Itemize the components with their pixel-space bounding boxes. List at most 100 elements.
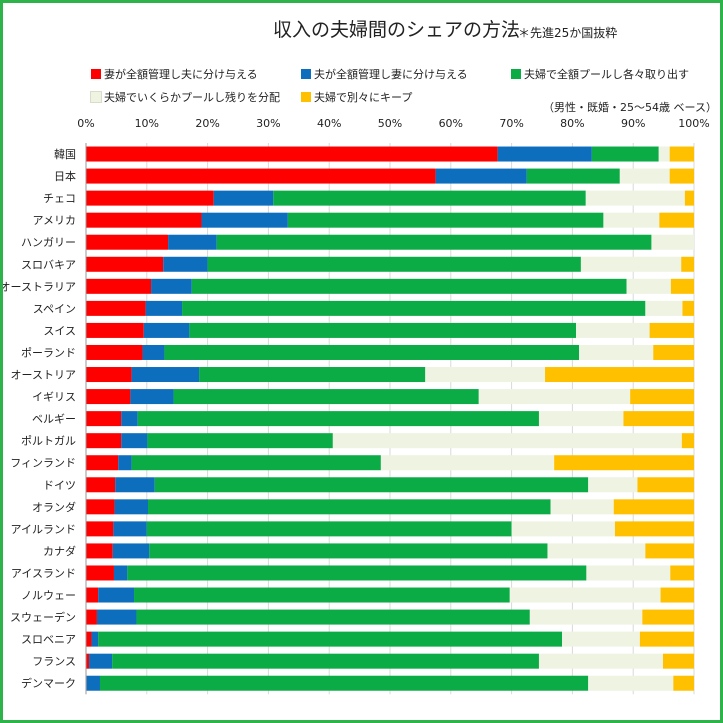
bar-segment — [658, 146, 670, 162]
category-label: ポルトガル — [21, 435, 76, 448]
bar-segment — [588, 477, 638, 493]
bar-segment — [86, 543, 113, 559]
bar-segment — [585, 190, 685, 206]
x-tick-label: 50% — [378, 117, 402, 130]
legend-label: 夫婦で別々にキープ — [314, 91, 413, 104]
bar-segment — [670, 278, 694, 294]
bar-segment — [201, 212, 288, 228]
bar-segment — [614, 521, 694, 537]
bar-segment — [86, 300, 146, 316]
bar-segment — [86, 168, 436, 184]
bar-segment — [112, 543, 150, 559]
bar-segment — [562, 631, 640, 647]
x-tick-label: 40% — [317, 117, 341, 130]
chart-note: （男性・既婚・25～54歳 ベース） — [543, 101, 717, 114]
bar-segment — [89, 653, 113, 669]
category-label: スロバキア — [21, 258, 76, 271]
bar-segment — [199, 367, 426, 383]
category-label: 韓国 — [54, 148, 76, 161]
bar-segment — [86, 411, 122, 427]
category-label: スロベニア — [21, 633, 76, 646]
category-label: スペイン — [33, 302, 76, 315]
category-label: ベルギー — [32, 413, 76, 426]
bar-segment — [191, 278, 627, 294]
bar-segment — [113, 565, 128, 581]
bar-segment — [86, 389, 131, 405]
bar-segment — [168, 234, 217, 250]
legend-item: 夫が全額管理し妻に分け与える — [301, 66, 468, 82]
bar-segment — [639, 631, 694, 647]
bar-segment — [115, 477, 155, 493]
bar-segment — [136, 609, 530, 625]
category-label: ドイツ — [43, 479, 76, 492]
category-label: アイスランド — [11, 567, 76, 580]
bar-segment — [137, 411, 539, 427]
legend-item: 夫婦でいくらかプールし残りを分配 — [90, 89, 280, 105]
bar-segment — [509, 587, 661, 603]
bar-segment — [619, 168, 670, 184]
bar-segment — [649, 322, 694, 338]
bar-segment — [86, 455, 119, 471]
bar-segment — [660, 587, 694, 603]
bar-segment — [86, 675, 100, 691]
bar-segment — [91, 631, 99, 647]
bar-segment — [642, 609, 694, 625]
bar-segment — [148, 499, 551, 515]
bar-segment — [143, 322, 190, 338]
category-label: オーストラリア — [3, 280, 76, 293]
x-tick-label: 10% — [135, 117, 159, 130]
bar-segment — [603, 212, 660, 228]
bar-segment — [86, 565, 114, 581]
bar-segment — [98, 631, 563, 647]
bar-segment — [86, 278, 152, 294]
bar-segment — [651, 234, 694, 250]
bar-segment — [669, 168, 694, 184]
bar-segment — [670, 565, 694, 581]
legend-label: 夫婦でいくらかプールし残りを分配 — [104, 91, 280, 104]
category-label: デンマーク — [21, 676, 76, 690]
bar-segment — [273, 190, 586, 206]
bar-segment — [478, 389, 631, 405]
bar-segment — [554, 455, 694, 471]
bar-segment — [613, 499, 694, 515]
x-tick-label: 60% — [439, 117, 463, 130]
bar-segment — [86, 344, 143, 360]
bar-segment — [99, 675, 589, 691]
bar-segment — [118, 455, 132, 471]
category-label: スウェーデン — [10, 610, 76, 624]
bar-segment — [86, 433, 122, 449]
bar-segment — [630, 389, 694, 405]
bar-segment — [86, 521, 114, 537]
bar-segment — [86, 587, 99, 603]
category-label: オーストリア — [11, 369, 76, 382]
bar-segment — [207, 256, 581, 272]
bar-segment — [142, 344, 165, 360]
x-tick-label: 100% — [678, 117, 709, 130]
legend-item: 夫婦で別々にキープ — [301, 89, 412, 105]
bar-segment — [145, 300, 183, 316]
bar-segment — [113, 521, 147, 537]
bar-segment — [673, 675, 694, 691]
bar-segment — [134, 587, 510, 603]
bar-segment — [149, 543, 548, 559]
x-tick-label: 80% — [560, 117, 584, 130]
legend-label: 夫婦で全額プールし各々取り出す — [524, 68, 689, 81]
bar-segment — [86, 212, 202, 228]
category-label: ノルウェー — [21, 589, 76, 602]
bar-segment — [580, 256, 682, 272]
bar-segment — [127, 565, 587, 581]
bar-segment — [86, 499, 115, 515]
bar-segment — [121, 411, 138, 427]
category-label: イギリス — [32, 391, 76, 404]
bar-segment — [529, 609, 643, 625]
bar-segment — [130, 389, 174, 405]
bar-segment — [547, 543, 646, 559]
bar-segment — [591, 146, 659, 162]
bar-segment — [425, 367, 546, 383]
bar-segment — [131, 455, 381, 471]
category-label: スイス — [43, 324, 76, 337]
bar-segment — [645, 543, 694, 559]
bar-segment — [380, 455, 555, 471]
legend-swatch — [91, 69, 101, 79]
bar-segment — [173, 389, 479, 405]
